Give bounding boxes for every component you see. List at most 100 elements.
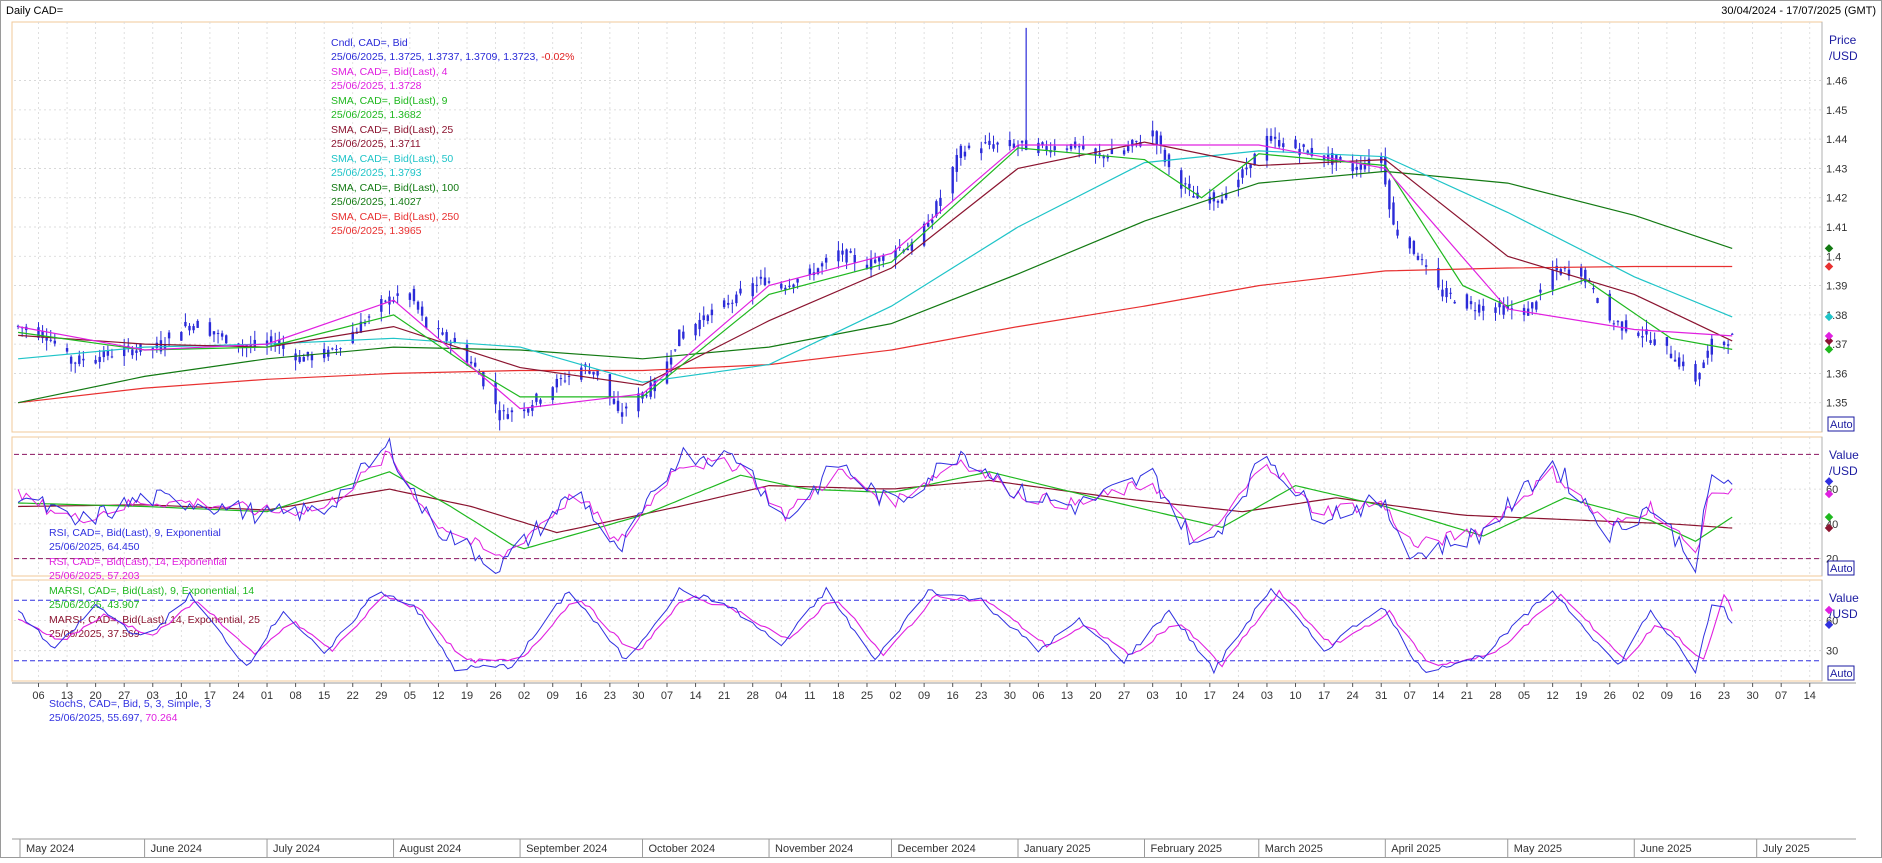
candle [335,344,338,355]
candle-body [253,339,256,347]
candle-body [1155,131,1158,145]
candle-body [1535,301,1538,310]
candle [1265,128,1269,168]
candle [94,355,97,365]
candle-body [522,409,526,412]
x-tick-label: 24 [1232,690,1244,702]
candle [959,143,963,166]
candle [184,313,187,328]
candle [1555,258,1558,281]
candle [588,363,591,375]
price-series [16,27,1834,431]
candle-body [1441,289,1444,297]
x-tick-label: 16 [947,690,959,702]
candle-body [763,277,767,286]
candle-body [1216,200,1220,203]
candle [1437,258,1440,291]
candle-body [1506,305,1509,309]
candle [906,242,909,251]
candle [1269,128,1273,144]
legend-series-value: 25/06/2025, 1.3728 [331,80,422,92]
candle-body [1355,166,1358,170]
sma4-last-marker [1824,331,1834,341]
price-panel: 1.351.361.371.381.391.41.411.421.431.441… [11,21,1858,433]
auto-button-box[interactable] [1827,560,1855,576]
candle-body [706,315,710,321]
candle [494,372,497,414]
candle-body [1677,357,1681,367]
candle-body [1298,148,1301,155]
candle-body [988,140,991,145]
candle [1616,319,1620,326]
candle [1706,344,1709,365]
candle-body [1102,155,1105,159]
price-panel-tick-label: 1.39 [1826,281,1847,293]
candle-body [882,255,885,261]
auto-button-label[interactable]: Auto [1830,563,1853,575]
month-label: May 2025 [1514,843,1562,855]
candle-body [1212,192,1216,202]
candle [931,213,934,230]
candle-body [1151,130,1154,137]
candle [1412,239,1416,256]
price-panel-auto-button[interactable]: Auto [1827,416,1855,432]
candle [1494,302,1497,321]
candle [722,298,726,309]
auto-button-box[interactable] [1827,665,1855,681]
candle-body [282,344,285,349]
candle-body [1208,196,1212,204]
candle [522,402,526,419]
candle [196,319,199,328]
candle [498,401,501,431]
candle-body [506,414,510,419]
candle [637,387,640,418]
candle-body [531,405,534,411]
x-tick-label: 07 [1404,690,1416,702]
candle-body [641,392,644,399]
stoch-d-line [17,589,1733,668]
rsi-panel-auto-button[interactable]: Auto [1827,560,1855,576]
candle-body [1306,150,1309,155]
rsi14-line-last-marker [1824,489,1834,499]
legend-series-value: 25/06/2025, 55.697, 70.264 [49,712,178,724]
candle-body [727,302,730,305]
candle [616,391,620,414]
candle-body [1477,304,1481,313]
auto-button-box[interactable] [1827,416,1855,432]
candle [69,355,73,372]
candle [1224,186,1228,201]
candle-body [510,410,514,413]
legend-series-value: 25/06/2025, 1.3793 [331,167,422,179]
candle [1384,147,1387,187]
candle-body [306,351,310,357]
candle-body [1580,267,1583,277]
x-tick-label: 31 [1375,690,1387,702]
candle-body [412,288,416,302]
candle [1694,360,1697,385]
stoch-panel-auto-button[interactable]: Auto [1827,665,1855,681]
candle-body [1053,146,1056,151]
candle [212,331,216,343]
x-tick-label: 11 [804,690,815,702]
candle-body [792,284,795,288]
candle [1065,144,1069,153]
marsi14-line-last-marker [1824,523,1834,533]
candle-body [1220,199,1224,204]
candle [1441,279,1444,302]
candle-body [922,223,926,246]
month-label: July 2025 [1763,843,1810,855]
auto-button-label[interactable]: Auto [1830,419,1853,431]
candle [996,141,999,153]
candle [567,371,571,386]
x-tick-label: 03 [1261,690,1273,702]
candle [473,357,477,368]
candle [1698,372,1701,387]
legend-series-name: SMA, CAD=, Bid(Last), 50 [331,153,453,165]
candle [135,343,138,361]
rsi9-line-last-marker [1824,477,1834,486]
auto-button-label[interactable]: Auto [1830,668,1853,680]
candle [151,346,154,359]
candle [53,333,57,347]
sma50-last-marker [1824,312,1834,322]
